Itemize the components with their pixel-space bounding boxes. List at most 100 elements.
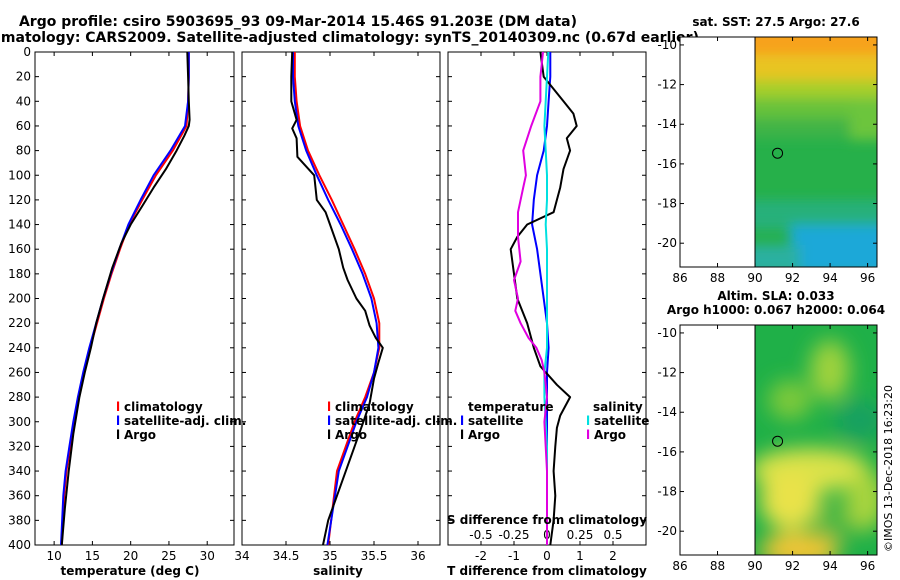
x-tick-label: 25 <box>161 549 176 563</box>
difference-series <box>509 51 578 546</box>
sst-map: sat. SST: 27.5 Argo: 27.6 86 88 90 92 94 96 -1… <box>657 15 878 285</box>
x-tick-label: 35.5 <box>361 549 388 563</box>
legend-argo-label: Argo <box>124 428 156 442</box>
sla-map-title-1: Altim. SLA: 0.033 <box>717 289 834 303</box>
sst-map-frame <box>679 36 878 268</box>
map-y-tick-label: -20 <box>657 524 677 538</box>
y-tick-label: 160 <box>8 242 31 256</box>
salinity-legend: l climatology l satellite-adj. clim. l A… <box>327 400 457 442</box>
salinity-x-axis: 34 34.5 35 35.5 36 <box>234 52 426 563</box>
map-y-tick-label: -12 <box>657 366 677 380</box>
y-tick-label: 80 <box>16 144 31 158</box>
x-tick-label: 10 <box>46 549 61 563</box>
map-y-tick-label: -20 <box>657 236 677 250</box>
temperature-x-axis: 10 15 20 25 30 <box>46 52 215 563</box>
y-tick-label: 380 <box>8 513 31 527</box>
s-tick-label: -0.5 <box>469 528 492 542</box>
legend-climatology-label: climatology <box>335 400 414 414</box>
map-x-tick-label: 86 <box>672 559 687 573</box>
map-y-tick-label: -14 <box>657 117 677 131</box>
x-tick-label: 30 <box>200 549 215 563</box>
legend-temperature-heading: temperature <box>468 400 553 414</box>
map-y-tick-label: -16 <box>657 157 677 171</box>
map-y-tick-label: -18 <box>657 197 677 211</box>
y-tick-label: 100 <box>8 168 31 182</box>
legend-s-satellite-marker: l <box>586 414 590 428</box>
series-line-climatology <box>293 52 381 546</box>
legend-t-satellite-marker: l <box>460 414 464 428</box>
salinity-y-ticks <box>242 51 440 546</box>
y-tick-label: 220 <box>8 316 31 330</box>
difference-s-label: S difference from climatology <box>447 513 647 527</box>
series-line-t-argo <box>509 51 578 546</box>
y-tick-label: 40 <box>16 94 31 108</box>
salinity-x-label: salinity <box>313 564 363 578</box>
map-y-tick-label: -14 <box>657 405 677 419</box>
x-tick-label: -1 <box>508 549 520 563</box>
map-x-tick-label: 94 <box>822 271 837 285</box>
y-tick-label: 60 <box>16 119 31 133</box>
title-line-1: Argo profile: csiro 5903695_93 09-Mar-20… <box>19 14 577 30</box>
x-tick-label: 34.5 <box>273 549 300 563</box>
series-line-argo <box>60 51 191 546</box>
y-tick-label: 180 <box>8 267 31 281</box>
x-tick-label: 36 <box>410 549 425 563</box>
temperature-x-label: temperature (deg C) <box>61 564 200 578</box>
s-tick-label: 0.25 <box>567 528 594 542</box>
y-tick-label: 340 <box>8 464 31 478</box>
legend-t-argo-marker: l <box>460 428 464 442</box>
map-x-tick-label: 92 <box>785 559 800 573</box>
x-tick-label: 0 <box>543 549 551 563</box>
legend-climatology-marker: l <box>327 400 331 414</box>
y-tick-label: 0 <box>23 45 31 59</box>
y-tick-label: 120 <box>8 193 31 207</box>
map-x-tick-label: 88 <box>710 559 725 573</box>
difference-y-ticks <box>448 51 646 546</box>
legend-satellite-adj-marker: l <box>116 414 120 428</box>
y-tick-label: 140 <box>8 218 31 232</box>
x-tick-label: 35 <box>322 549 337 563</box>
s-tick-label: 0.5 <box>603 528 622 542</box>
y-tick-label: 260 <box>8 365 31 379</box>
credit-text: ©IMOS 13-Dec-2018 16:23:20 <box>882 385 895 552</box>
difference-panel: -2 -1 0 1 2 -0.5 -0.25 0 0.25 0.5 T difference f… <box>447 51 649 578</box>
legend-s-satellite-label: satellite <box>594 414 649 428</box>
difference-s-axis: -0.5 -0.25 0 0.25 0.5 <box>469 528 622 542</box>
y-tick-label: 360 <box>8 489 31 503</box>
legend-climatology-marker: l <box>116 400 120 414</box>
legend-satellite-adj-marker: l <box>327 414 331 428</box>
y-tick-label: 300 <box>8 415 31 429</box>
sla-map-title-2: Argo h1000: 0.067 h2000: 0.064 <box>667 303 885 317</box>
legend-s-argo-marker: l <box>586 428 590 442</box>
x-tick-label: 34 <box>234 549 249 563</box>
sst-map-axes: 86 88 90 92 94 96 -10 -12 -14 -16 -18 -20 <box>657 37 877 285</box>
temperature-y-axis: 0 20 40 60 80 100 120 140 160 180 200 220 240 260 280 3… <box>8 45 234 552</box>
series-line-satellite-adj-clim- <box>60 52 190 546</box>
legend-t-argo-label: Argo <box>468 428 500 442</box>
legend-climatology-label: climatology <box>124 400 203 414</box>
map-y-tick-label: -16 <box>657 445 677 459</box>
sla-map-frame <box>679 324 878 556</box>
sla-map: Altim. SLA: 0.033 Argo h1000: 0.067 h200… <box>657 289 885 573</box>
temperature-legend: l climatology l satellite-adj. clim. l A… <box>116 400 246 442</box>
map-x-tick-label: 90 <box>747 559 762 573</box>
salinity-axes-box <box>241 51 441 546</box>
s-tick-label: -0.25 <box>498 528 529 542</box>
map-y-tick-label: -10 <box>657 38 677 52</box>
x-tick-label: 2 <box>609 549 617 563</box>
y-tick-label: 20 <box>16 70 31 84</box>
difference-x-label: T difference from climatology <box>447 564 647 578</box>
legend-salinity-heading: salinity <box>593 400 643 414</box>
argo-location-marker <box>772 147 784 159</box>
x-tick-label: 15 <box>85 549 100 563</box>
legend-s-argo-label: Argo <box>594 428 626 442</box>
map-x-tick-label: 92 <box>785 271 800 285</box>
x-tick-label: 1 <box>576 549 584 563</box>
legend-argo-marker: l <box>116 428 120 442</box>
legend-t-satellite-label: satellite <box>468 414 523 428</box>
argo-location-marker <box>772 435 784 447</box>
title-line-2: Climatology: CARS2009. Satellite-adjuste… <box>0 30 699 46</box>
map-y-tick-label: -12 <box>657 78 677 92</box>
sla-field <box>755 325 877 555</box>
